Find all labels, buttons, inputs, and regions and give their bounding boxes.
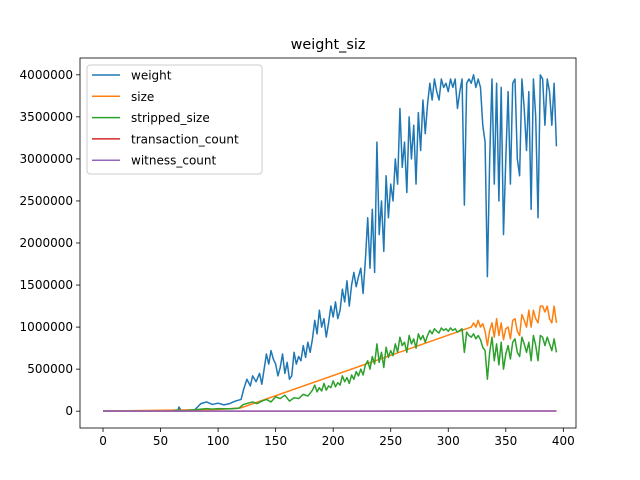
series-line-size — [103, 305, 558, 412]
y-tick-label: 4000000 — [20, 68, 73, 82]
legend-label-witness-count: witness_count — [131, 154, 216, 168]
x-tick-label: 0 — [99, 434, 107, 448]
legend-box — [86, 64, 263, 175]
y-tick-label: 500000 — [27, 362, 73, 376]
legend-label-size: size — [131, 90, 154, 104]
x-tick-label: 350 — [494, 434, 517, 448]
y-tick-label: 1000000 — [20, 320, 73, 334]
y-tick-label: 2000000 — [20, 236, 73, 250]
x-tick-label: 300 — [437, 434, 460, 448]
y-tick-label: 3000000 — [20, 152, 73, 166]
plot-area — [103, 74, 558, 412]
y-tick-label: 1500000 — [20, 278, 73, 292]
legend: weight size stripped_size transaction_count… — [86, 64, 263, 175]
y-tick-label: 3500000 — [20, 110, 73, 124]
x-tick-label: 250 — [379, 434, 402, 448]
legend-label-stripped-size: stripped_size — [131, 111, 210, 125]
x-tick-label: 50 — [153, 434, 168, 448]
x-tick-label: 100 — [207, 434, 230, 448]
axes-frame — [79, 57, 577, 429]
y-axis: 0 500000 1000000 1500000 2000000 2500000 30000… — [20, 68, 80, 418]
series-line-stripped-size — [103, 327, 558, 412]
legend-label-transaction-count: transaction_count — [131, 132, 239, 146]
y-tick-label: 0 — [65, 404, 73, 418]
x-tick-label: 400 — [552, 434, 575, 448]
chart-title: weight_siz — [291, 37, 366, 53]
series-line-weight — [103, 74, 558, 412]
x-axis: 0 50 100 150 200 250 300 350 400 — [99, 428, 575, 448]
legend-label-weight: weight — [131, 69, 172, 83]
x-tick-label: 200 — [322, 434, 345, 448]
x-tick-label: 150 — [264, 434, 287, 448]
y-tick-label: 2500000 — [20, 194, 73, 208]
